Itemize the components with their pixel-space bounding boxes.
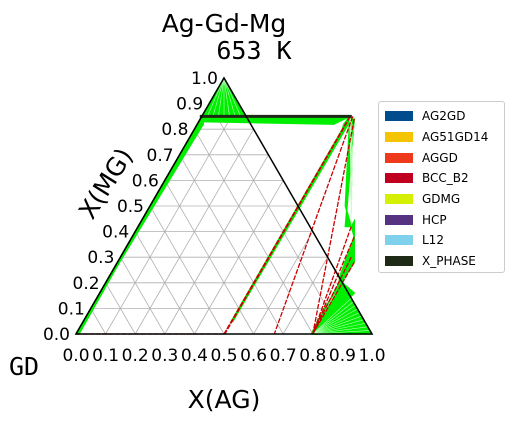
fan-line [312, 326, 368, 335]
legend-item: X_PHASE [385, 251, 504, 272]
legend-swatch [385, 256, 413, 267]
y-tick-label: 0.4 [102, 223, 129, 243]
x-tick-label: 0.9 [329, 346, 356, 366]
grid-line-gd [134, 231, 195, 335]
x-tick-label: 0.7 [270, 346, 297, 366]
tie-line [312, 256, 352, 335]
fan-line [223, 77, 241, 117]
x-tick-label: 0.8 [299, 346, 326, 366]
fan-line [349, 116, 355, 133]
legend-swatch [385, 214, 413, 225]
fan-line [207, 77, 225, 117]
legend-label: AGGD [422, 150, 458, 165]
grid-line-gd [149, 205, 225, 335]
legend-swatch [385, 173, 413, 184]
fan-line [223, 77, 236, 117]
grid-line-ag [105, 103, 240, 335]
fan-line [312, 297, 352, 335]
grid-line-gd [90, 308, 106, 335]
legend-item: BCC_B2 [385, 168, 504, 189]
fan-line [312, 305, 356, 335]
legend-label: L12 [422, 233, 444, 248]
fan-line [223, 77, 230, 117]
y-tick-label: 1.0 [191, 69, 218, 89]
legend-swatch [385, 111, 413, 122]
tie-line [312, 118, 355, 335]
chart-title-line1: Ag-Gd-Mg [162, 9, 287, 38]
legend-label: AG2GD [422, 109, 466, 124]
legend: AG2GD AG51GD14 AGGD BCC_B2 GDMG HCP L12 X_PHASE [378, 101, 505, 273]
fan-line [312, 315, 362, 335]
y-tick-label: 0.0 [43, 325, 70, 345]
y-tick-label: 0.9 [176, 95, 203, 115]
x-tick-label: 1.0 [358, 346, 385, 366]
grid-line-gd [194, 128, 314, 335]
tie-line [312, 261, 355, 335]
legend-swatch [385, 132, 413, 143]
legend-item: AGGD [385, 147, 504, 168]
fan-line [312, 301, 354, 335]
legend-label: HCP [422, 212, 447, 227]
legend-item: AG2GD [385, 106, 504, 127]
y-tick-label: 0.1 [58, 299, 85, 319]
fan-line [212, 77, 225, 117]
fan-line [312, 312, 360, 335]
legend-label: BCC_B2 [422, 171, 469, 186]
tie-line [312, 226, 352, 335]
y-tick-label: 0.8 [161, 120, 188, 140]
legend-swatch [385, 152, 413, 163]
x-tick-label: 0.3 [151, 346, 178, 366]
grid-line-gd [120, 256, 166, 335]
legend-label: GDMG [422, 192, 461, 207]
legend-label: AG51GD14 [422, 130, 489, 145]
grid-line-ag [282, 256, 328, 335]
y-tick-label: 0.7 [147, 146, 174, 166]
fan-line [312, 319, 364, 335]
fan-line [218, 77, 225, 117]
tie-line [312, 236, 355, 335]
fan-line [312, 308, 358, 335]
x-tick-label: 0.1 [92, 346, 119, 366]
x-axis-label: X(AG) [188, 385, 261, 414]
x-tick-label: 0.4 [181, 346, 208, 366]
x-tick-label: 0.5 [210, 346, 237, 366]
triangle-outline [74, 76, 374, 335]
legend-item: HCP [385, 209, 504, 230]
tick-labels: 0.00.00.10.10.20.20.30.30.40.40.50.50.60… [43, 69, 386, 366]
grid-line-gd [179, 154, 284, 335]
corner-label-gd: GD [9, 352, 39, 381]
grid-lines [90, 103, 358, 335]
x-tick-label: 0.6 [240, 346, 267, 366]
chart-title-line2: 653 K [216, 36, 291, 65]
y-tick-label: 0.5 [117, 197, 144, 217]
legend-swatch [385, 235, 413, 246]
fan-line [312, 322, 366, 335]
triangle-frame [74, 76, 374, 335]
legend-item: GDMG [385, 189, 504, 210]
grid-line-gd [105, 282, 136, 335]
y-tick-label: 0.3 [87, 248, 114, 268]
y-tick-label: 0.6 [132, 171, 159, 191]
x-tick-label: 0.2 [122, 346, 149, 366]
tie-line [273, 116, 354, 335]
y-tick-label: 0.2 [73, 274, 100, 294]
fan-line [349, 116, 352, 227]
grid-line-gd [208, 103, 343, 335]
legend-item: L12 [385, 230, 504, 251]
legend-label: X_PHASE [422, 254, 476, 269]
grid-line-ag [164, 154, 269, 335]
tie-line [224, 116, 351, 335]
legend-item: AG51GD14 [385, 127, 504, 148]
x-tick-label: 0.0 [62, 346, 89, 366]
legend-swatch [385, 194, 413, 205]
